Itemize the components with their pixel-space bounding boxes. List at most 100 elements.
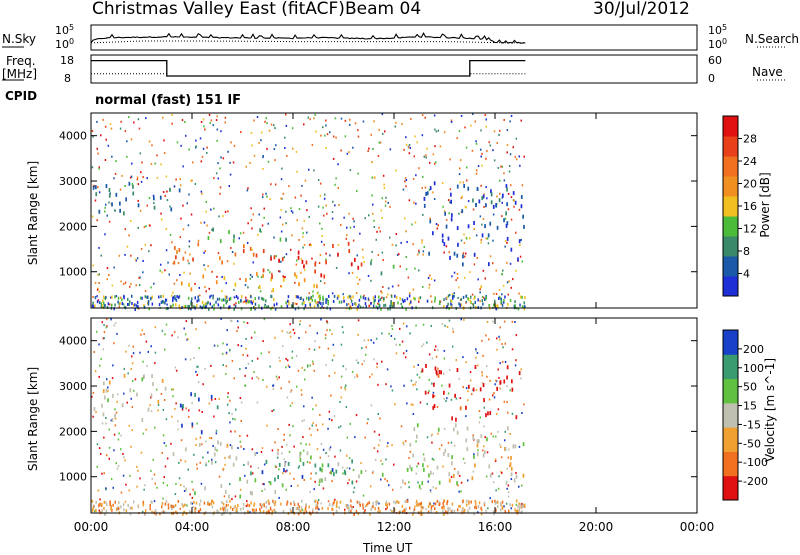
power-echo-cell xyxy=(503,218,505,223)
power-speckle-cell xyxy=(213,207,215,210)
velocity-speckle-cell xyxy=(427,480,429,483)
velocity-speckle-cell xyxy=(136,465,138,468)
velocity-speckle-cell xyxy=(316,448,319,451)
power-ground-cell xyxy=(362,296,365,300)
velocity-speckle-cell xyxy=(278,376,280,379)
power-speckle-cell xyxy=(225,282,227,285)
velocity-ground-cell xyxy=(332,512,335,516)
velocity-speckle-cell xyxy=(333,415,336,418)
velocity-echo-cell xyxy=(324,477,327,482)
velocity-ground-cell xyxy=(450,510,453,514)
velocity-speckle-cell xyxy=(254,331,256,334)
power-speckle-cell xyxy=(129,176,132,179)
power-speckle-cell xyxy=(96,120,98,123)
power-speckle-cell xyxy=(480,285,483,288)
power-speckle-cell xyxy=(445,218,448,221)
power-speckle-cell xyxy=(423,155,425,158)
power-speckle-cell xyxy=(179,274,181,276)
velocity-echo-cell xyxy=(484,450,486,455)
velocity-ground-cell xyxy=(297,502,299,506)
velocity-speckle-cell xyxy=(333,354,335,357)
power-ground-cell xyxy=(250,295,252,299)
power-speckle-cell xyxy=(113,177,115,180)
velocity-ground-cell xyxy=(336,500,338,504)
velocity-ground-cell xyxy=(199,508,202,512)
velocity-echo-cell xyxy=(434,366,437,371)
power-speckle-cell xyxy=(152,194,155,197)
power-speckle-cell xyxy=(342,293,344,296)
power-speckle-cell xyxy=(403,148,405,151)
power-speckle-cell xyxy=(244,284,247,287)
velocity-echo-cell xyxy=(123,373,126,378)
power-speckle-cell xyxy=(402,188,405,191)
power-speckle-cell xyxy=(138,127,141,130)
velocity-speckle-cell xyxy=(102,348,105,351)
velocity-speckle-cell xyxy=(130,397,132,400)
noise-right-tick-low: 100 xyxy=(708,37,727,51)
velocity-speckle-cell xyxy=(191,496,194,499)
velocity-speckle-cell xyxy=(420,370,423,373)
power-speckle-cell xyxy=(136,178,139,181)
power-speckle-cell xyxy=(513,205,515,208)
velocity-echo-cell xyxy=(447,453,450,457)
power-speckle-cell xyxy=(247,222,249,225)
x-tick-label: 00:00 xyxy=(74,520,109,534)
power-echo-cell xyxy=(176,250,178,255)
velocity-speckle-cell xyxy=(231,320,233,323)
velocity-speckle-cell xyxy=(463,318,465,321)
velocity-echo-cell xyxy=(499,380,502,385)
power-ground-cell xyxy=(206,302,208,306)
power-speckle-cell xyxy=(520,119,522,122)
power-speckle-cell xyxy=(182,204,184,207)
power-echo-cell xyxy=(313,283,315,288)
velocity-speckle-cell xyxy=(509,433,511,435)
velocity-speckle-cell xyxy=(426,436,429,439)
power-speckle-cell xyxy=(106,214,108,217)
power-ground-cell xyxy=(378,295,380,299)
power-speckle-cell xyxy=(96,147,98,150)
velocity-ground-cell xyxy=(298,505,301,509)
power-speckle-cell xyxy=(192,161,194,164)
power-ground-cell xyxy=(258,296,260,300)
velocity-speckle-cell xyxy=(327,500,330,503)
velocity-speckle-cell xyxy=(345,384,347,387)
velocity-echo-cell xyxy=(514,444,517,449)
velocity-speckle-cell xyxy=(150,345,152,348)
power-ground-cell xyxy=(229,297,232,300)
velocity-colorbar-swatch xyxy=(723,354,738,380)
velocity-speckle-cell xyxy=(494,458,497,461)
power-ground-cell xyxy=(146,295,148,299)
power-speckle-cell xyxy=(433,162,436,165)
power-speckle-cell xyxy=(371,194,373,197)
power-ground-cell xyxy=(322,302,324,305)
velocity-ground-cell xyxy=(339,500,342,504)
velocity-ground-cell xyxy=(127,503,129,507)
power-speckle-cell xyxy=(126,140,128,143)
power-echo-cell xyxy=(297,250,300,255)
power-speckle-cell xyxy=(298,208,301,211)
velocity-ground-cell xyxy=(172,505,174,509)
power-echo-cell xyxy=(182,256,185,261)
power-speckle-cell xyxy=(509,120,511,123)
power-speckle-cell xyxy=(188,240,191,243)
power-speckle-cell xyxy=(119,296,122,299)
power-speckle-cell xyxy=(482,296,485,299)
velocity-speckle-cell xyxy=(251,377,253,380)
power-speckle-cell xyxy=(425,156,427,159)
velocity-echo-cell xyxy=(214,446,217,451)
power-ground-cell xyxy=(174,295,176,298)
power-speckle-cell xyxy=(485,157,487,160)
velocity-ground-cell xyxy=(103,512,106,516)
velocity-echo-cell xyxy=(440,370,442,375)
velocity-speckle-cell xyxy=(228,456,230,459)
velocity-colorbar-label: Velocity [m s^-1] xyxy=(763,357,777,463)
power-echo-cell xyxy=(462,254,464,259)
power-speckle-cell xyxy=(242,231,245,234)
velocity-speckle-cell xyxy=(408,481,410,484)
velocity-speckle-cell xyxy=(164,465,167,468)
power-speckle-cell xyxy=(302,235,304,238)
velocity-speckle-cell xyxy=(195,437,197,440)
velocity-speckle-cell xyxy=(357,333,359,336)
velocity-ground-cell xyxy=(405,507,407,511)
power-speckle-cell xyxy=(129,285,131,288)
